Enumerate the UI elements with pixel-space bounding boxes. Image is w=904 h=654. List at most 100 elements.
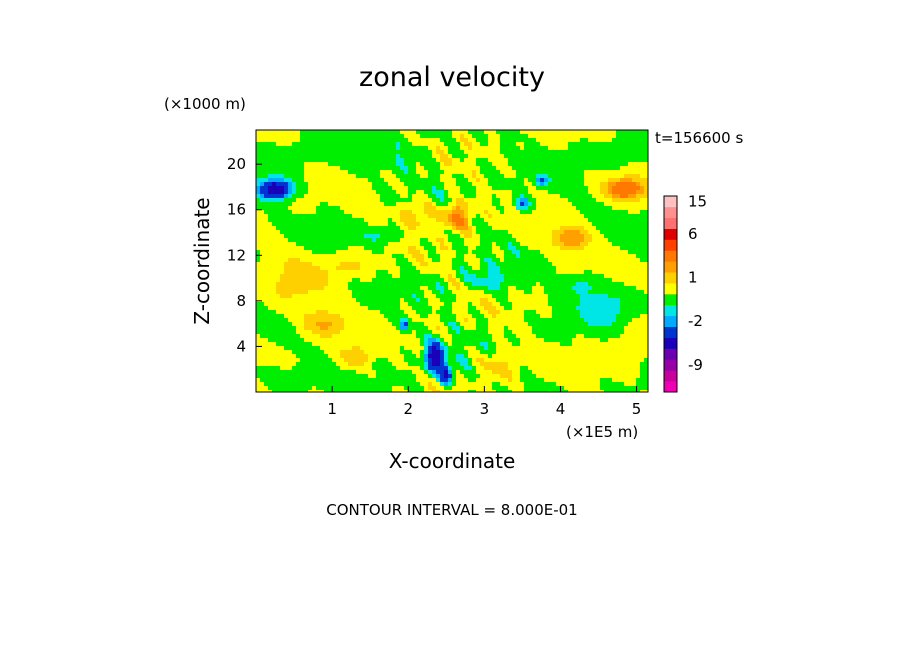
field-cell [512,162,517,167]
field-cell [632,262,637,267]
field-cell [436,134,441,139]
field-cell [408,254,413,259]
field-cell [420,154,425,159]
field-cell [468,186,473,191]
field-cell [628,310,633,315]
field-cell [352,134,357,139]
field-cell [564,150,569,155]
field-cell [488,330,493,335]
field-cell [264,150,269,155]
field-cell [512,298,517,303]
field-cell [596,246,601,251]
field-cell [272,210,277,215]
field-cell [332,234,337,239]
field-cell [376,198,381,203]
field-cell [608,318,613,323]
field-cell [392,158,397,163]
field-cell [528,330,533,335]
field-cell [264,162,269,167]
field-cell [392,138,397,143]
field-cell [448,330,453,335]
field-cell [424,178,429,183]
field-cell [484,138,489,143]
field-cell [344,194,349,199]
field-cell [408,186,413,191]
field-cell [376,238,381,243]
field-cell [624,278,629,283]
field-cell [460,326,465,331]
field-cell [632,242,637,247]
field-cell [272,162,277,167]
field-cell [572,130,577,135]
field-cell [352,162,357,167]
field-cell [388,210,393,215]
field-cell [556,310,561,315]
field-cell [440,242,445,247]
field-cell [316,238,321,243]
field-cell [340,218,345,223]
field-cell [268,158,273,163]
field-cell [504,258,509,263]
field-cell [584,270,589,275]
field-cell [344,130,349,135]
field-cell [400,190,405,195]
field-cell [444,274,449,279]
field-cell [320,310,325,315]
field-cell [564,322,569,327]
field-cell [632,310,637,315]
field-cell [520,186,525,191]
field-cell [496,146,501,151]
field-cell [372,214,377,219]
field-cell [596,282,601,287]
field-cell [316,310,321,315]
field-cell [480,182,485,187]
field-cell [284,282,289,287]
field-cell [256,182,261,187]
field-cell [332,154,337,159]
field-cell [588,274,593,279]
field-cell [516,218,521,223]
field-cell [432,302,437,307]
field-cell [524,310,529,315]
field-cell [616,150,621,155]
field-cell [348,298,353,303]
field-cell [428,290,433,295]
field-cell [456,214,461,219]
field-cell [512,190,517,195]
field-cell [412,286,417,291]
field-cell [528,314,533,319]
field-cell [260,138,265,143]
field-cell [572,214,577,219]
field-cell [336,242,341,247]
field-cell [380,322,385,327]
field-cell [608,150,613,155]
field-cell [352,158,357,163]
field-cell [340,154,345,159]
field-cell [452,130,457,135]
field-cell [564,194,569,199]
field-cell [316,246,321,251]
field-cell [620,198,625,203]
field-cell [620,322,625,327]
field-cell [628,170,633,175]
field-cell [316,166,321,171]
field-cell [536,238,541,243]
field-cell [348,218,353,223]
field-cell [388,254,393,259]
field-cell [308,190,313,195]
field-cell [352,146,357,151]
field-cell [524,278,529,283]
field-cell [352,258,357,263]
field-cell [272,318,277,323]
field-cell [316,182,321,187]
field-cell [284,230,289,235]
field-cell [532,234,537,239]
field-cell [352,138,357,143]
field-cell [532,330,537,335]
field-cell [500,190,505,195]
field-cell [328,146,333,151]
field-cell [472,174,477,179]
field-cell [388,158,393,163]
field-cell [476,238,481,243]
field-cell [616,266,621,271]
